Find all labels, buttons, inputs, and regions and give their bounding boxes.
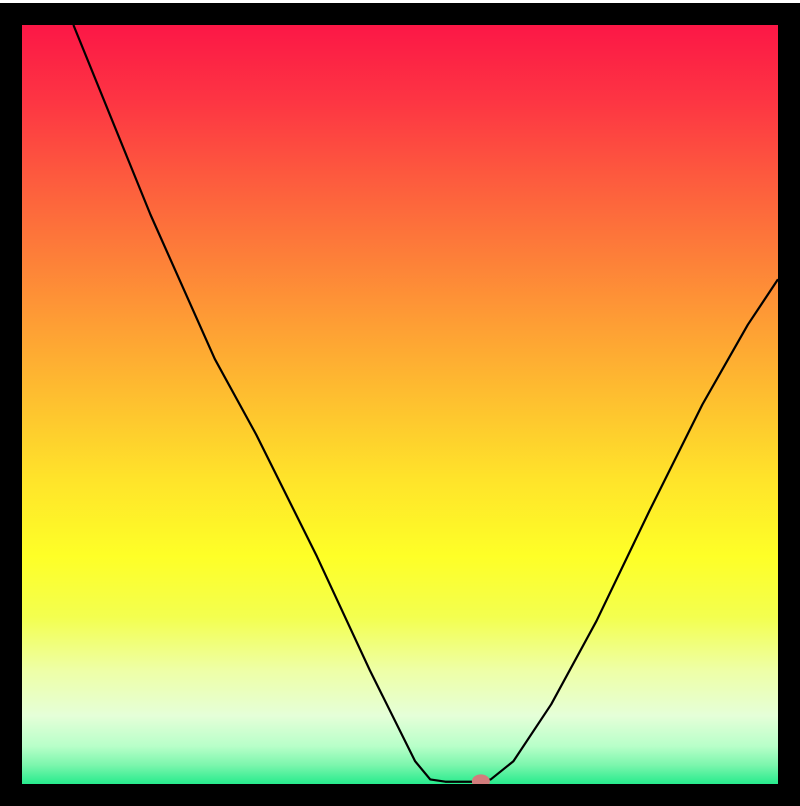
plot-border (0, 3, 800, 25)
plot-frame (22, 25, 778, 784)
chart-background (22, 25, 778, 784)
plot-border (778, 3, 800, 806)
plot-border (0, 3, 22, 806)
chart-container: TheBottlenecker.com (0, 0, 800, 800)
chart-svg (22, 25, 778, 784)
plot-border (0, 784, 800, 806)
